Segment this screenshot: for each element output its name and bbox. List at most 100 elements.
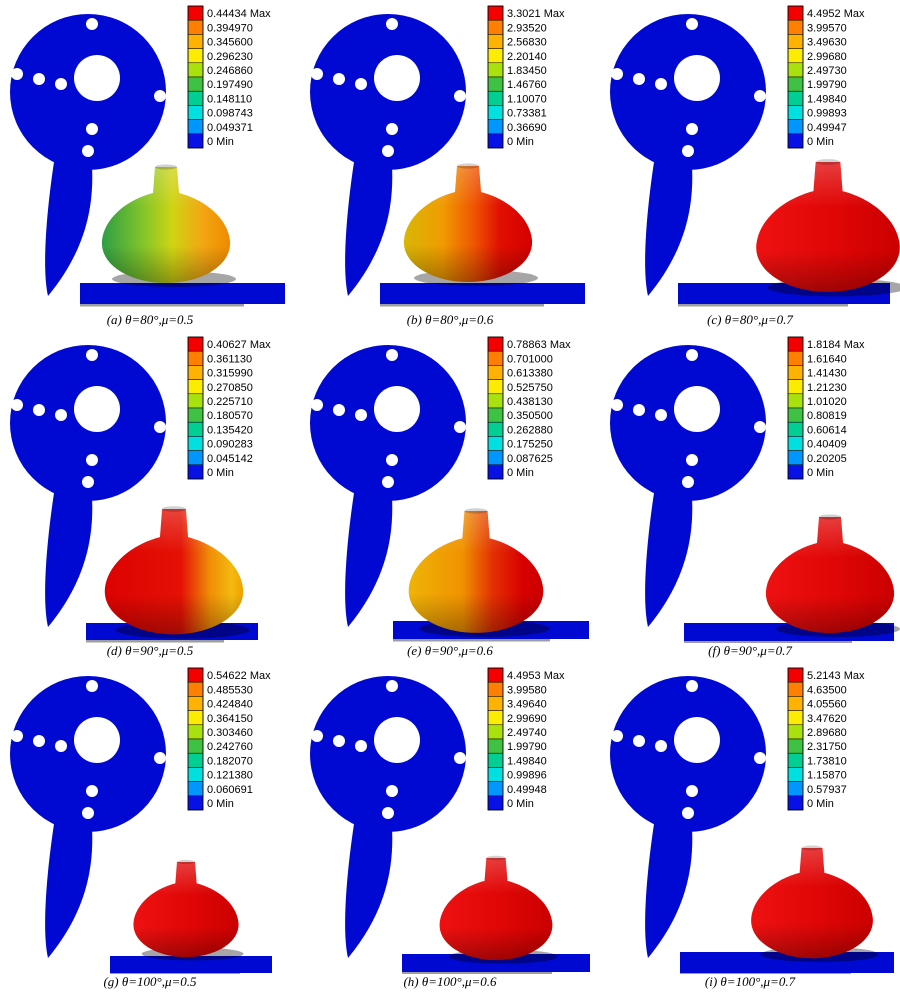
disk-with-blade xyxy=(610,345,766,627)
legend-swatch xyxy=(187,450,204,466)
disk-hole-bottom-1 xyxy=(686,454,698,466)
disk-hole-top xyxy=(386,680,398,692)
legend-label: 1.49840 xyxy=(507,755,547,767)
legend-label: 0 Min xyxy=(507,798,534,810)
legend-swatch xyxy=(187,681,204,697)
blob-group xyxy=(408,508,550,637)
disk-hole-bottom-2 xyxy=(82,145,94,157)
legend-swatch xyxy=(187,738,204,754)
legend-swatch xyxy=(487,336,504,352)
blob-shading xyxy=(101,167,231,283)
legend-border xyxy=(487,667,504,811)
legend-label: 1.99790 xyxy=(507,741,547,753)
legend-label: 0.060691 xyxy=(207,784,253,796)
disk-hole-bottom-1 xyxy=(86,454,98,466)
legend-swatch xyxy=(187,379,204,395)
disk-with-blade xyxy=(610,676,766,958)
legend-label: 0.44434 Max xyxy=(207,8,271,20)
legend-label: 0.225710 xyxy=(207,396,253,408)
legend-label: 0.045142 xyxy=(207,453,253,465)
legend-label: 0.40627 Max xyxy=(207,339,271,351)
legend-swatch xyxy=(487,752,504,768)
legend-label: 0.40409 xyxy=(807,439,847,451)
base-bar xyxy=(680,952,894,973)
legend-swatch xyxy=(787,5,804,21)
disk-center-hole xyxy=(674,717,720,763)
disk-hole-bottom-1 xyxy=(386,123,398,135)
disk-hole-left-3 xyxy=(655,78,667,90)
panel-caption: (g) θ=100°,μ=0.5 xyxy=(103,974,197,989)
disk-hole-top xyxy=(686,680,698,692)
disk-with-blade xyxy=(310,14,466,296)
legend-label: 0.99893 xyxy=(807,108,847,120)
legend-label: 4.05560 xyxy=(807,699,847,711)
legend-label: 0.087625 xyxy=(507,453,553,465)
disk-hole-bottom-2 xyxy=(382,476,394,488)
legend-swatch xyxy=(487,667,504,683)
legend-label: 2.93520 xyxy=(507,22,547,34)
legend-label: 3.49640 xyxy=(507,699,547,711)
legend-label: 5.2143 Max xyxy=(807,670,865,682)
legend-swatch xyxy=(487,5,504,21)
legend-swatch xyxy=(187,90,204,106)
legend-label: 4.63500 xyxy=(807,684,847,696)
disk-hole-left-2 xyxy=(633,404,645,416)
fea-render: 3.3021 Max 2.93520 2.56830 2.20140 1.83450 1.… xyxy=(310,5,585,307)
legend-swatch xyxy=(187,336,204,352)
legend-label: 0.315990 xyxy=(207,368,253,380)
legend-swatch xyxy=(187,48,204,64)
legend-label: 0.180570 xyxy=(207,410,253,422)
legend-label: 1.49840 xyxy=(807,93,847,105)
legend-label: 0.350500 xyxy=(507,410,553,422)
legend-label: 0.364150 xyxy=(207,713,253,725)
legend-border xyxy=(787,5,804,149)
disk-hole-right xyxy=(454,421,466,433)
legend-label: 0.303460 xyxy=(207,727,253,739)
legend-swatch xyxy=(487,379,504,395)
base-bar xyxy=(80,283,285,304)
blob-group xyxy=(439,855,558,964)
fea-render: 5.2143 Max 4.63500 4.05560 3.47620 2.89680 2.… xyxy=(610,667,894,974)
legend-swatch xyxy=(187,119,204,135)
blade xyxy=(45,158,93,296)
legend-swatch xyxy=(487,696,504,711)
legend-swatch xyxy=(187,724,204,740)
legend-label: 0.246860 xyxy=(207,65,253,77)
base-bar-shadow xyxy=(680,973,851,974)
blade xyxy=(345,489,393,627)
legend-swatch xyxy=(487,795,504,811)
legend-swatch xyxy=(187,407,204,423)
legend-swatch xyxy=(787,34,804,49)
legend-label: 0.270850 xyxy=(207,382,253,394)
blade xyxy=(45,489,93,627)
legend-label: 3.3021 Max xyxy=(507,8,565,20)
disk-hole-left-1 xyxy=(11,68,23,80)
legend-swatch xyxy=(487,407,504,423)
legend-swatch xyxy=(187,34,204,49)
fea-panel: 0.44434 Max 0.394970 0.345600 0.296230 0.246… xyxy=(0,0,300,331)
legend-label: 3.99570 xyxy=(807,22,847,34)
legend-swatch xyxy=(787,464,804,480)
disk-hole-right xyxy=(454,752,466,764)
legend-border xyxy=(787,667,804,811)
legend-swatch xyxy=(187,105,204,120)
legend-label: 0.54622 Max xyxy=(207,670,271,682)
disk-hole-bottom-1 xyxy=(386,785,398,797)
legend-label: 2.56830 xyxy=(507,37,547,49)
legend-label: 1.46760 xyxy=(507,79,547,91)
disk-with-blade xyxy=(310,676,466,958)
legend-label: 0.148110 xyxy=(207,93,252,105)
legend-swatch xyxy=(487,350,504,366)
disk-hole-left-3 xyxy=(655,409,667,421)
disk-hole-bottom-1 xyxy=(686,123,698,135)
blade xyxy=(345,820,393,958)
legend-label: 1.8184 Max xyxy=(807,339,865,351)
legend-label: 0.090283 xyxy=(207,439,253,451)
legend-border xyxy=(487,336,504,480)
blob-neck-cap xyxy=(486,855,506,861)
legend-label: 0.49947 xyxy=(807,122,847,134)
disk-hole-left-3 xyxy=(55,740,67,752)
legend-label: 0.345600 xyxy=(207,37,253,49)
disk-hole-left-1 xyxy=(611,68,623,80)
